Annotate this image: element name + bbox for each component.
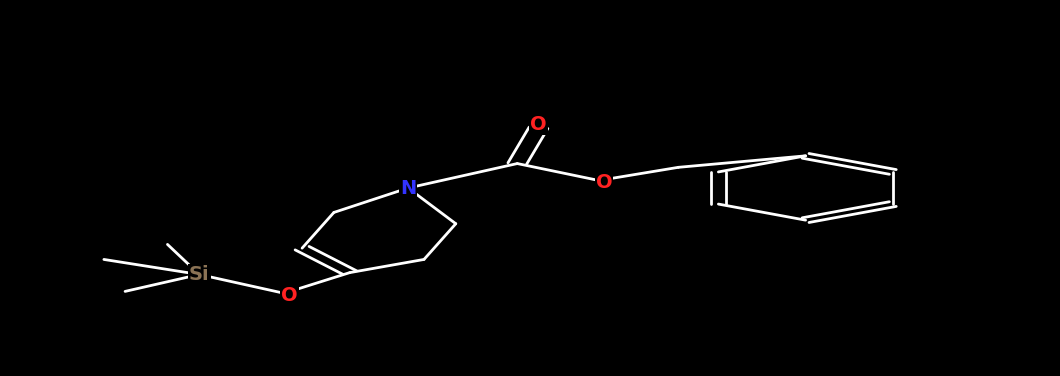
Text: O: O [530,115,547,133]
Text: O: O [281,286,298,305]
Text: N: N [400,179,417,197]
Text: Si: Si [189,265,210,284]
Text: O: O [596,173,613,192]
